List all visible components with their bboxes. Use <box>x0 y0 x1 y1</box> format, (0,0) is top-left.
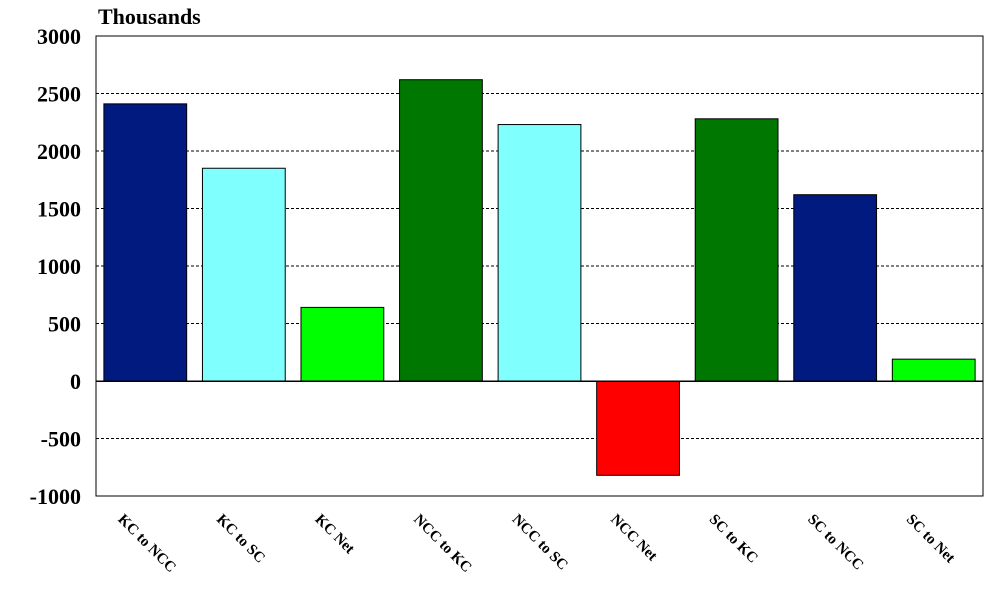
bar <box>694 118 779 382</box>
y-tick-label: 1000 <box>37 254 81 279</box>
bar <box>793 194 878 382</box>
plot-border <box>95 35 984 497</box>
y-unit-label: Thousands <box>98 4 201 29</box>
x-tick-label: SC to NCC <box>804 512 866 574</box>
x-tick-label: SC to Net <box>903 512 958 567</box>
x-tick-label: KC Net <box>312 512 358 558</box>
y-tick-label: -1000 <box>30 484 81 509</box>
x-tick-label: KC to SC <box>213 512 268 567</box>
x-tick-label: NCC Net <box>607 512 660 565</box>
y-tick-label: 0 <box>70 369 81 394</box>
bar <box>596 380 680 476</box>
bar <box>103 103 188 382</box>
bar <box>300 306 385 382</box>
x-tick-label: NCC to KC <box>410 512 474 576</box>
y-tick-label: 2000 <box>37 139 81 164</box>
x-tick-label: NCC to SC <box>509 512 571 574</box>
y-tick-label: 3000 <box>37 24 81 49</box>
x-tick-label: SC to KC <box>706 512 761 567</box>
bar <box>201 167 286 382</box>
bar <box>497 124 582 382</box>
y-tick-label: 2500 <box>37 82 81 107</box>
bar <box>399 79 483 382</box>
y-tick-label: 500 <box>48 312 81 337</box>
y-tick-label: 1500 <box>37 197 81 222</box>
x-tick-label: KC to NCC <box>114 512 178 576</box>
bar <box>891 358 976 382</box>
y-tick-label: -500 <box>41 427 81 452</box>
